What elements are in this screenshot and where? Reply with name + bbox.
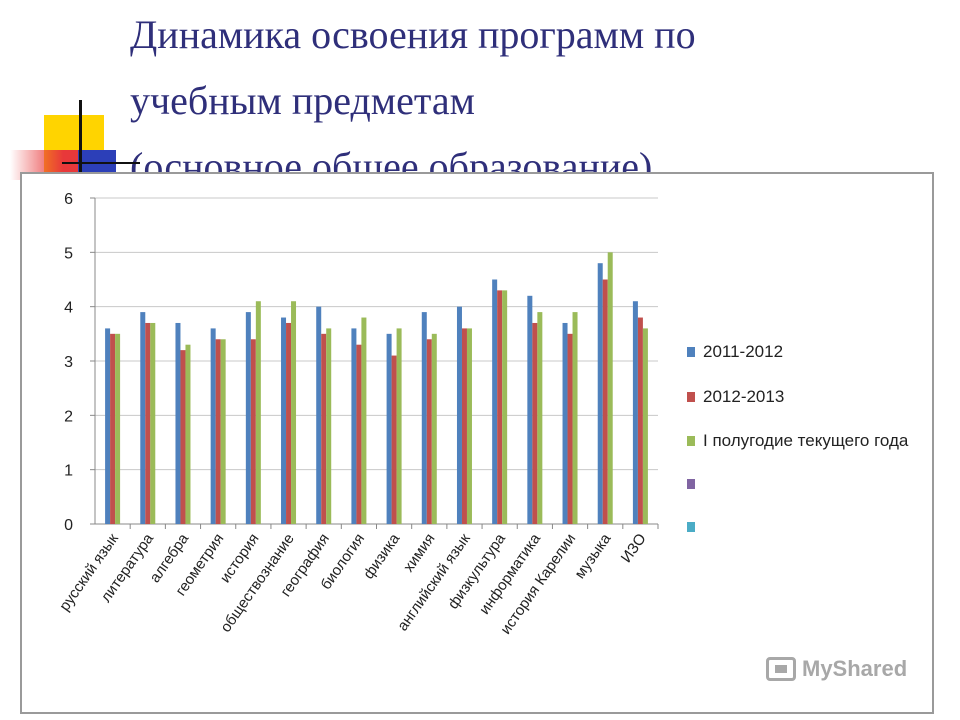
bar bbox=[281, 317, 287, 524]
bar bbox=[250, 339, 256, 524]
decoration-horizontal-line bbox=[62, 162, 140, 164]
legend-swatch bbox=[687, 392, 695, 402]
y-tick-label: 2 bbox=[64, 408, 73, 425]
bar bbox=[210, 328, 216, 524]
y-tick-label: 1 bbox=[64, 463, 73, 480]
monitor-icon bbox=[766, 657, 796, 681]
legend-label: I полугодие текущего года bbox=[703, 431, 909, 450]
bar bbox=[321, 333, 327, 524]
y-tick-label: 3 bbox=[64, 354, 73, 371]
bar bbox=[185, 344, 191, 524]
x-tick-label: физика bbox=[360, 530, 404, 582]
bar bbox=[632, 301, 638, 524]
bar bbox=[150, 322, 156, 524]
x-tick-label: ИЗО bbox=[618, 531, 650, 566]
bar bbox=[642, 328, 648, 524]
legend-swatch bbox=[687, 522, 695, 532]
y-tick-label: 4 bbox=[64, 300, 73, 317]
bar bbox=[466, 328, 472, 524]
legend-swatch bbox=[687, 347, 695, 357]
legend-label: 2011-2012 bbox=[703, 342, 783, 361]
x-tick-label: музыка bbox=[571, 530, 614, 582]
bar bbox=[456, 306, 462, 524]
bar bbox=[356, 344, 362, 524]
y-tick-label: 6 bbox=[64, 191, 73, 208]
bar bbox=[316, 306, 322, 524]
slide-title-line: учебным предметам bbox=[130, 78, 475, 123]
bar bbox=[497, 290, 503, 524]
bar bbox=[567, 333, 573, 524]
slide-title-line: Динамика освоения программ по bbox=[130, 12, 696, 57]
bar bbox=[391, 355, 397, 524]
bar bbox=[602, 279, 608, 524]
bar bbox=[215, 339, 221, 524]
decoration-vertical-line bbox=[79, 100, 82, 180]
bar bbox=[492, 279, 498, 524]
bar bbox=[597, 263, 603, 524]
bar bbox=[115, 333, 121, 524]
bar bbox=[572, 312, 578, 524]
bar bbox=[145, 322, 151, 524]
bar bbox=[286, 322, 292, 524]
legend-swatch bbox=[687, 436, 695, 446]
legend-swatch bbox=[687, 479, 695, 489]
bar bbox=[220, 339, 226, 524]
bar bbox=[426, 339, 432, 524]
bar bbox=[502, 290, 508, 524]
bar bbox=[396, 328, 402, 524]
bar bbox=[562, 322, 568, 524]
bar bbox=[110, 333, 116, 524]
bar bbox=[537, 312, 543, 524]
bar bbox=[637, 317, 643, 524]
bar bbox=[386, 333, 392, 524]
bar bbox=[421, 312, 427, 524]
bar bbox=[291, 301, 297, 524]
bar bbox=[532, 322, 538, 524]
watermark: MyShared bbox=[766, 656, 907, 682]
legend-label: 2012-2013 bbox=[703, 387, 784, 406]
bar bbox=[175, 322, 181, 524]
bar bbox=[140, 312, 146, 524]
bar bbox=[255, 301, 261, 524]
bar bbox=[527, 295, 533, 524]
bar bbox=[361, 317, 367, 524]
bar bbox=[461, 328, 467, 524]
y-tick-label: 0 bbox=[64, 517, 73, 534]
bar bbox=[607, 252, 613, 525]
bar bbox=[105, 328, 111, 524]
bar bbox=[326, 328, 332, 524]
bar bbox=[180, 350, 186, 524]
bar bbox=[431, 333, 437, 524]
y-tick-label: 5 bbox=[64, 245, 73, 262]
bar bbox=[245, 312, 251, 524]
bar bbox=[351, 328, 357, 524]
chart-frame bbox=[20, 172, 934, 714]
watermark-text: MyShared bbox=[802, 656, 908, 681]
